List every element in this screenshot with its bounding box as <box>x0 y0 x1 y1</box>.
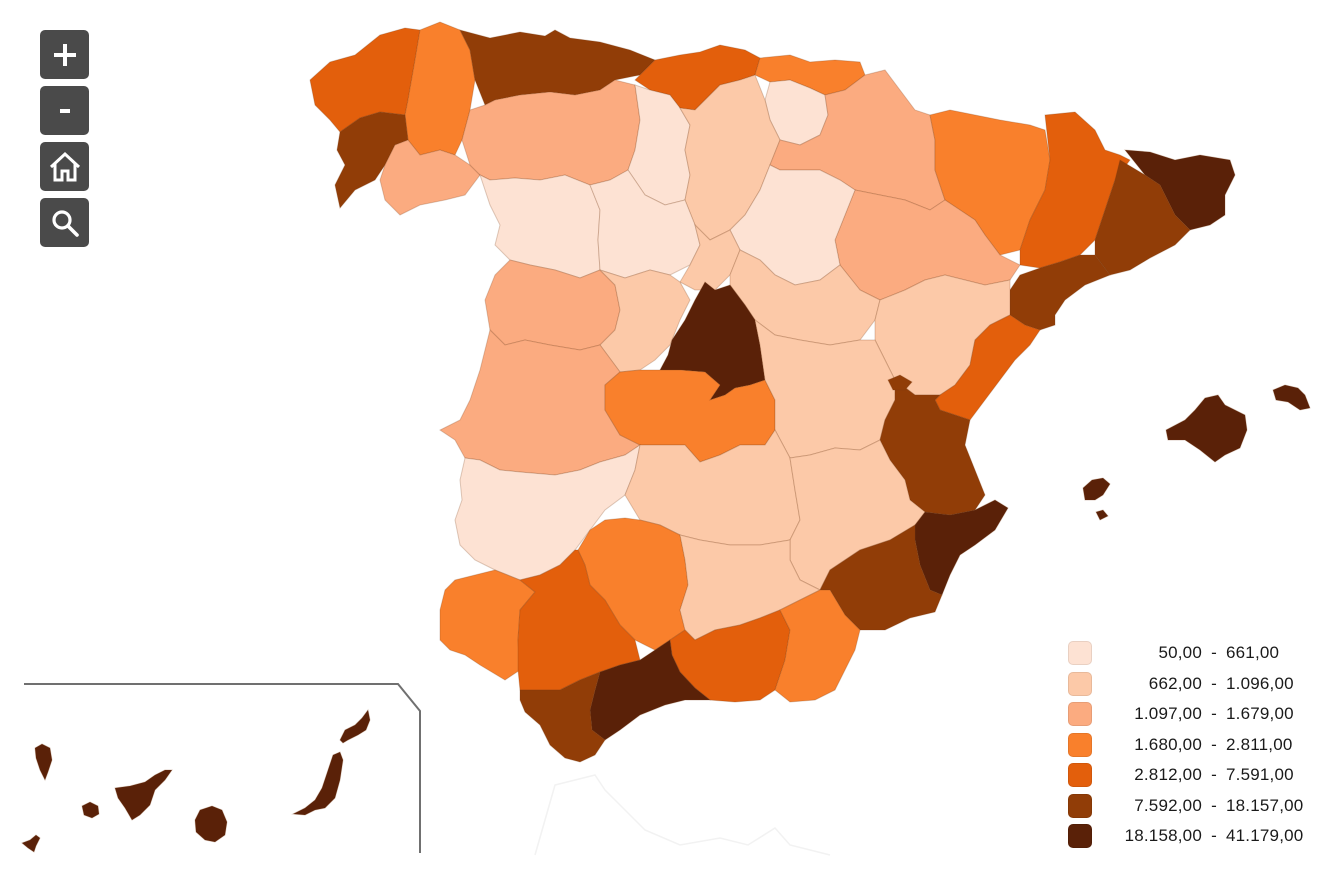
province-valencia[interactable] <box>879 379 986 516</box>
province-huelva[interactable] <box>439 569 536 681</box>
legend-swatch <box>1068 641 1092 666</box>
island-lanzarote[interactable] <box>339 708 371 744</box>
province-mallorca[interactable] <box>1165 394 1248 463</box>
legend-label: 1.097,00-1.679,00 <box>1134 704 1294 724</box>
legend-item: 18.158,00-41.179,00 <box>1068 821 1303 852</box>
province-asturias[interactable] <box>459 29 656 106</box>
legend-label: 2.812,00-7.591,00 <box>1134 765 1294 785</box>
province-alicante[interactable] <box>914 499 1009 596</box>
province-badajoz[interactable] <box>454 443 641 581</box>
province-ibiza[interactable] <box>1082 477 1111 501</box>
island-gran-canaria[interactable] <box>194 805 228 843</box>
minus-icon <box>59 108 70 113</box>
search-icon <box>51 209 79 237</box>
legend-swatch <box>1068 824 1092 849</box>
legend-item: 7.592,00-18.157,00 <box>1068 791 1303 822</box>
province-zamora[interactable] <box>479 174 601 279</box>
island-el-hierro[interactable] <box>21 834 41 853</box>
province-almeria[interactable] <box>774 589 861 703</box>
zoom-in-button[interactable] <box>40 30 89 79</box>
legend-item: 2.812,00-7.591,00 <box>1068 760 1303 791</box>
home-icon <box>49 151 80 181</box>
province-guadalajara[interactable] <box>729 249 881 346</box>
legend-label: 7.592,00-18.157,00 <box>1134 795 1304 815</box>
province-cadiz[interactable] <box>519 671 606 763</box>
legend-swatch <box>1068 793 1092 818</box>
legend-swatch <box>1068 763 1092 788</box>
home-button[interactable] <box>40 142 89 191</box>
legend-label: 18.158,00-41.179,00 <box>1124 826 1304 846</box>
legend-item: 1.097,00-1.679,00 <box>1068 699 1303 730</box>
island-la-gomera[interactable] <box>81 801 100 819</box>
province-pontevedra[interactable] <box>334 111 409 210</box>
legend-swatch <box>1068 732 1092 757</box>
legend-label: 662,00-1.096,00 <box>1148 673 1294 693</box>
province-rincon-de-ademuz[interactable] <box>887 374 913 391</box>
legend-swatch <box>1068 702 1092 727</box>
island-fuerteventura[interactable] <box>291 751 344 816</box>
legend-item: 1.680,00-2.811,00 <box>1068 730 1303 761</box>
province-menorca[interactable] <box>1272 384 1311 411</box>
legend-item: 662,00-1.096,00 <box>1068 669 1303 700</box>
legend: 50,00-661,00 662,00-1.096,00 1.097,00-1.… <box>1068 638 1303 852</box>
plus-icon <box>53 43 76 66</box>
island-tenerife[interactable] <box>114 769 173 821</box>
province-malaga[interactable] <box>589 639 712 741</box>
search-button[interactable] <box>40 198 89 247</box>
map-controls <box>40 30 89 247</box>
zoom-out-button[interactable] <box>40 86 89 135</box>
province-salamanca[interactable] <box>484 259 621 351</box>
province-formentera[interactable] <box>1095 509 1109 521</box>
legend-swatch <box>1068 671 1092 696</box>
province-avila[interactable] <box>599 269 691 373</box>
legend-item: 50,00-661,00 <box>1068 638 1303 669</box>
canary-inset-frame <box>24 683 421 853</box>
province-castellon[interactable] <box>934 314 1041 421</box>
legend-label: 1.680,00-2.811,00 <box>1134 734 1293 754</box>
province-barcelona[interactable] <box>1094 159 1191 276</box>
island-la-palma[interactable] <box>34 743 53 782</box>
north-africa-outline <box>534 774 831 856</box>
province-lleida[interactable] <box>1019 111 1131 269</box>
legend-label: 50,00-661,00 <box>1158 643 1280 663</box>
